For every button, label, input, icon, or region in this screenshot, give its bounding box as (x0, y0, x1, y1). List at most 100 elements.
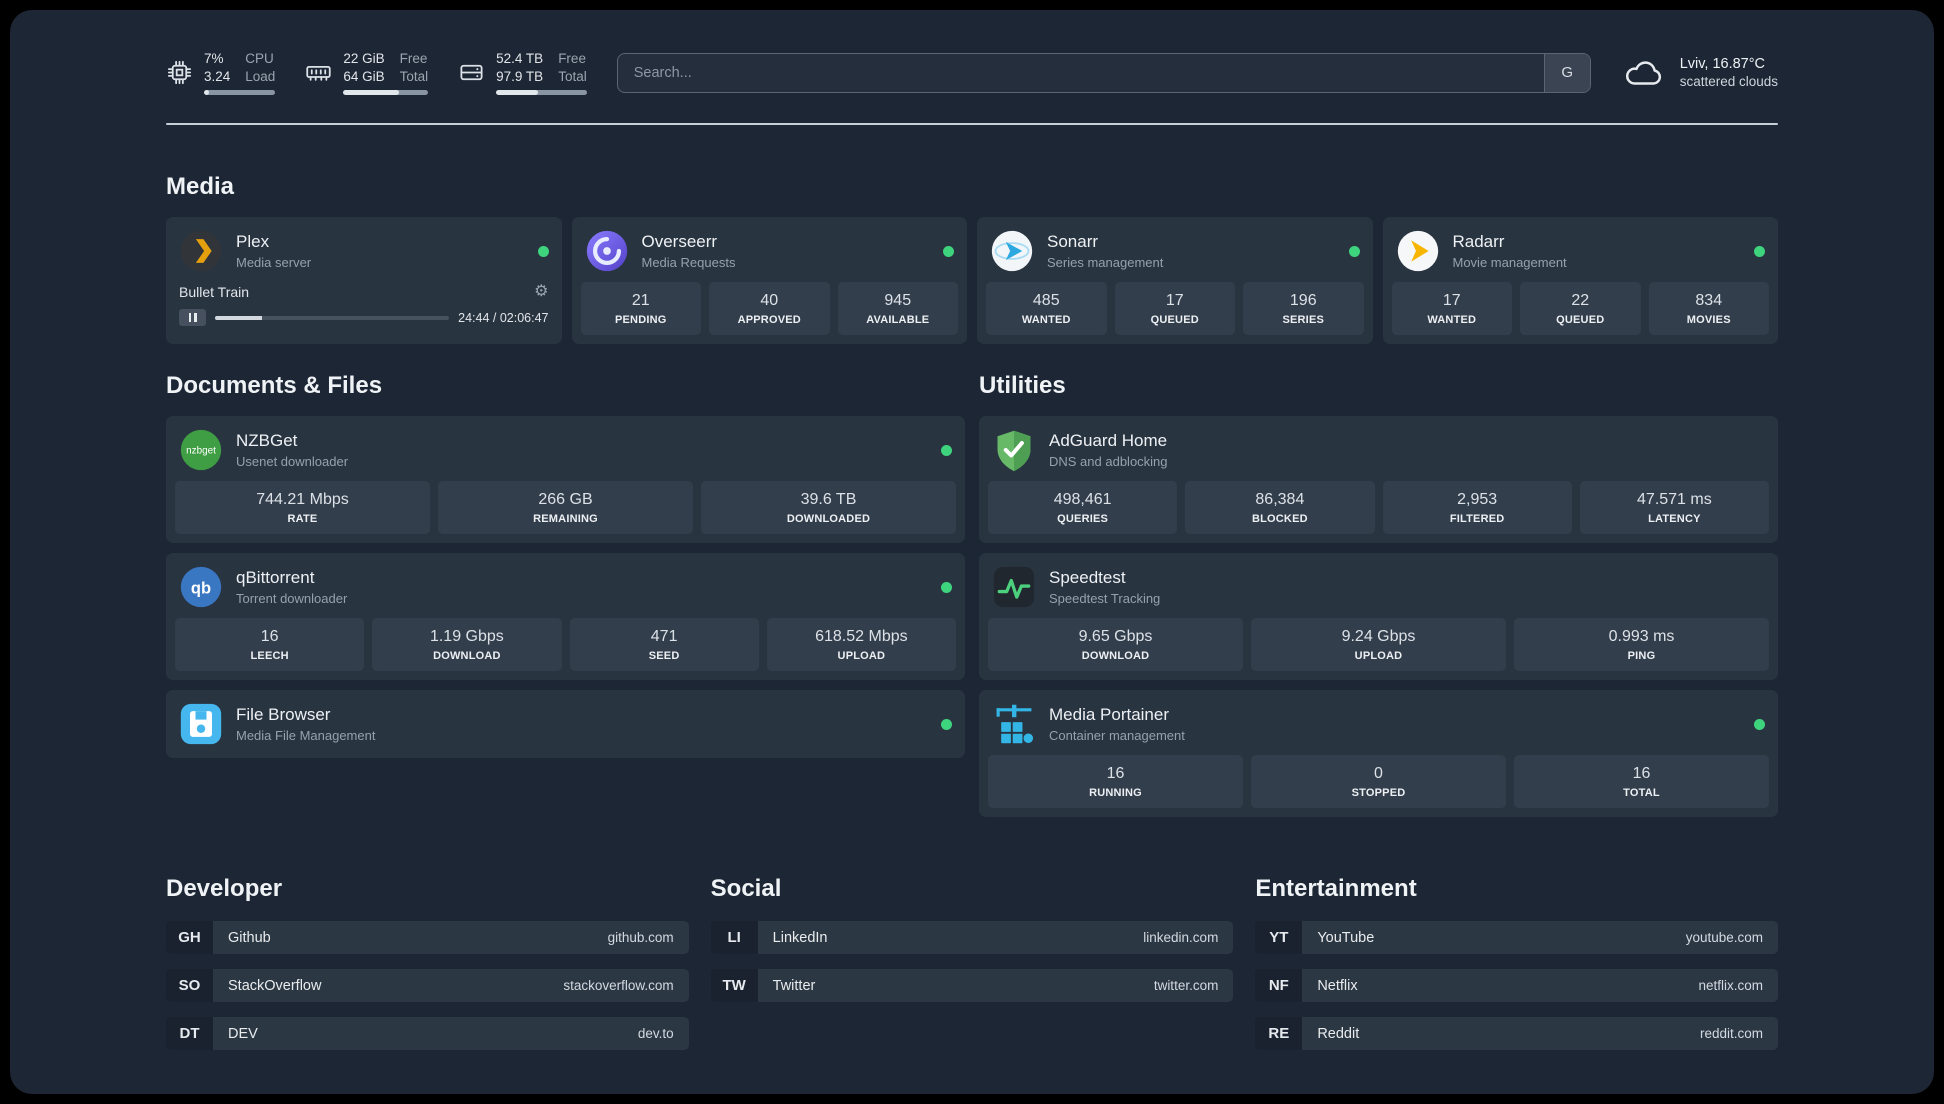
stat-label: SEED (648, 650, 680, 662)
plex-now-playing: Bullet Train ⚙ 24:44 / 02:06:47 (175, 282, 553, 328)
twitter-icon: TW (710, 969, 758, 1002)
netflix-icon: NF (1255, 969, 1303, 1002)
stat-value: 196 (1289, 292, 1317, 309)
link-netflix[interactable]: NF Netflix netflix.com (1255, 969, 1778, 1002)
service-name: File Browser (236, 705, 331, 724)
search-bar[interactable]: G (616, 52, 1591, 93)
disk-icon (458, 59, 485, 86)
service-desc: Torrent downloader (236, 591, 348, 606)
qbittorrent-card[interactable]: qb qBittorrent Torrent downloader (166, 553, 965, 680)
filebrowser-card[interactable]: File Browser Media File Management (166, 690, 965, 758)
stat-value: 39.6 TB (800, 491, 857, 508)
stat-box: 16 RUNNING (988, 755, 1243, 808)
section-title-utilities: Utilities (979, 372, 1066, 399)
status-dot (1754, 245, 1765, 257)
cpu-usage-label: CPU (245, 51, 274, 66)
link-reddit[interactable]: RE Reddit reddit.com (1255, 1017, 1778, 1050)
service-desc: Speedtest Tracking (1049, 591, 1161, 606)
search-provider-button[interactable]: G (1543, 53, 1590, 92)
section-title-documents: Documents & Files (166, 372, 383, 399)
link-url: reddit.com (1699, 1026, 1763, 1041)
service-desc: DNS and adblocking (1049, 454, 1168, 469)
stat-label: LEECH (250, 650, 289, 662)
plex-icon (179, 229, 223, 273)
memory-free-label: Free (399, 51, 428, 66)
link-stackoverflow[interactable]: SO StackOverflow stackoverflow.com (166, 969, 689, 1002)
now-playing-title: Bullet Train (179, 284, 250, 300)
service-desc: Media Requests (641, 255, 736, 270)
service-desc: Series management (1047, 255, 1164, 270)
status-dot (537, 245, 549, 257)
cpu-progress-bar (204, 90, 276, 95)
service-desc: Usenet downloader (236, 454, 349, 469)
link-dev[interactable]: DT DEV dev.to (166, 1017, 689, 1050)
playback-progress-bar[interactable] (215, 315, 450, 320)
link-github[interactable]: GH Github github.com (166, 921, 689, 954)
stat-box: 266 GB REMAINING (438, 481, 693, 534)
disk-total-label: Total (558, 68, 587, 84)
stat-box: 471 SEED (569, 618, 759, 671)
speedtest-card[interactable]: Speedtest Speedtest Tracking 9.65 Gbps D… (979, 553, 1778, 680)
social-column: Social LI LinkedIn linkedin.com TW Twitt… (710, 875, 1234, 1002)
stat-box: 17 WANTED (1391, 282, 1512, 335)
link-linkedin[interactable]: LI LinkedIn linkedin.com (710, 921, 1234, 954)
link-url: linkedin.com (1143, 930, 1219, 945)
qbittorrent-icon: qb (179, 565, 223, 609)
stat-box: 1.19 Gbps DOWNLOAD (372, 618, 562, 671)
portainer-card[interactable]: Media Portainer Container management 16 … (979, 690, 1778, 817)
linkedin-icon: LI (710, 921, 758, 954)
link-twitter[interactable]: TW Twitter twitter.com (710, 969, 1234, 1002)
stat-label: DOWNLOAD (433, 650, 501, 662)
service-name: qBittorrent (236, 568, 315, 587)
media-card-grid: Plex Media server Bullet Train ⚙ (166, 217, 1778, 344)
stat-label: PING (1627, 650, 1656, 662)
stat-label: TOTAL (1623, 787, 1660, 799)
stat-label: DOWNLOAD (1081, 650, 1150, 662)
service-desc: Media server (236, 255, 312, 270)
gear-icon[interactable]: ⚙ (534, 283, 549, 300)
link-label: Netflix (1317, 977, 1358, 994)
stat-value: 618.52 Mbps (815, 628, 908, 645)
search-input[interactable] (617, 53, 1544, 92)
stat-value: 744.21 Mbps (256, 491, 349, 508)
github-icon: GH (166, 921, 213, 954)
stat-label: AVAILABLE (866, 314, 930, 326)
nzbget-icon: nzbget (179, 428, 223, 472)
sonarr-card[interactable]: Sonarr Series management 485 WANTED 17 Q… (977, 217, 1373, 344)
disk-widget: 52.4 TB Free 97.9 TB Total (458, 50, 587, 95)
stat-box: 39.6 TB DOWNLOADED (701, 481, 956, 534)
link-youtube[interactable]: YT YouTube youtube.com (1255, 921, 1778, 954)
stat-label: WANTED (1021, 314, 1071, 326)
cloud-icon (1621, 57, 1667, 89)
plex-card[interactable]: Plex Media server Bullet Train ⚙ (166, 217, 562, 344)
stat-label: STOPPED (1351, 787, 1406, 799)
playback-progress-fill (215, 315, 262, 320)
stat-box: 47.571 ms LATENCY (1579, 481, 1769, 534)
weather-condition: scattered clouds (1679, 74, 1778, 89)
filebrowser-icon (179, 702, 223, 746)
radarr-card[interactable]: Radarr Movie management 17 WANTED 22 QUE… (1382, 217, 1778, 344)
pause-button[interactable] (179, 309, 206, 326)
stat-value: 9.65 Gbps (1078, 628, 1153, 645)
stat-label: RATE (287, 513, 318, 525)
disk-total-value: 97.9 TB (496, 68, 544, 84)
service-name: AdGuard Home (1049, 431, 1168, 450)
stat-value: 485 (1032, 292, 1060, 309)
status-dot (1754, 718, 1765, 730)
service-name: Plex (236, 232, 270, 251)
link-url: dev.to (637, 1026, 674, 1041)
stat-label: QUEUED (1150, 314, 1199, 326)
stat-value: 86,384 (1255, 491, 1305, 508)
link-label: Reddit (1317, 1025, 1360, 1042)
stat-box: 0.993 ms PING (1514, 618, 1769, 671)
reddit-icon: RE (1255, 1017, 1303, 1050)
stat-box: 498,461 QUERIES (988, 481, 1178, 534)
memory-progress-fill (343, 90, 400, 95)
adguard-card[interactable]: AdGuard Home DNS and adblocking 498,461 … (979, 416, 1778, 543)
stat-label: WANTED (1427, 314, 1477, 326)
nzbget-card[interactable]: nzbget NZBGet Usenet downloader 74 (166, 416, 965, 543)
stat-box: 744.21 Mbps RATE (175, 481, 430, 534)
status-dot (941, 581, 952, 593)
overseerr-card[interactable]: Overseerr Media Requests 21 PENDING 40 A… (571, 217, 967, 344)
speedtest-icon (992, 565, 1036, 609)
